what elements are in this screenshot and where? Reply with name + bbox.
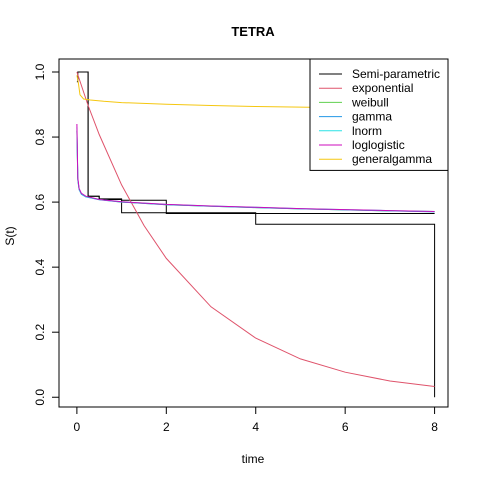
x-tick-label: 8 xyxy=(431,420,438,434)
legend-label: generalgamma xyxy=(352,152,432,166)
legend: Semi-parametricexponentialweibullgammaln… xyxy=(309,58,449,171)
y-tick-label: 0.4 xyxy=(33,258,47,275)
series-layer xyxy=(76,71,436,398)
y-tick-label: 0.0 xyxy=(33,389,47,406)
series-line-exponential xyxy=(76,71,435,387)
legend-label: Semi-parametric xyxy=(352,67,440,81)
legend-label: loglogistic xyxy=(352,138,405,152)
y-tick-label: 0.2 xyxy=(33,324,47,341)
legend-label: lnorm xyxy=(352,124,382,138)
legend-box xyxy=(309,58,449,171)
y-axis-label: S(t) xyxy=(3,226,17,245)
x-tick-label: 6 xyxy=(342,420,349,434)
x-tick-label: 0 xyxy=(74,420,81,434)
legend-label: weibull xyxy=(351,95,389,109)
y-tick-label: 0.8 xyxy=(33,128,47,145)
y-axis: 0.0 0.2 0.4 0.6 0.8 1.0 xyxy=(33,63,60,406)
x-axis-label: time xyxy=(242,452,265,466)
legend-label: exponential xyxy=(352,81,413,95)
series-line-loglogistic xyxy=(76,123,435,212)
chart-title: TETRA xyxy=(231,24,275,39)
x-tick-label: 4 xyxy=(252,420,259,434)
y-tick-label: 0.6 xyxy=(33,193,47,210)
legend-label: gamma xyxy=(352,110,392,124)
y-tick-label: 1.0 xyxy=(33,63,47,80)
x-tick-label: 2 xyxy=(163,420,170,434)
x-axis: 0 2 4 6 8 xyxy=(74,406,438,434)
series-bound-semi-parametric xyxy=(77,71,435,214)
